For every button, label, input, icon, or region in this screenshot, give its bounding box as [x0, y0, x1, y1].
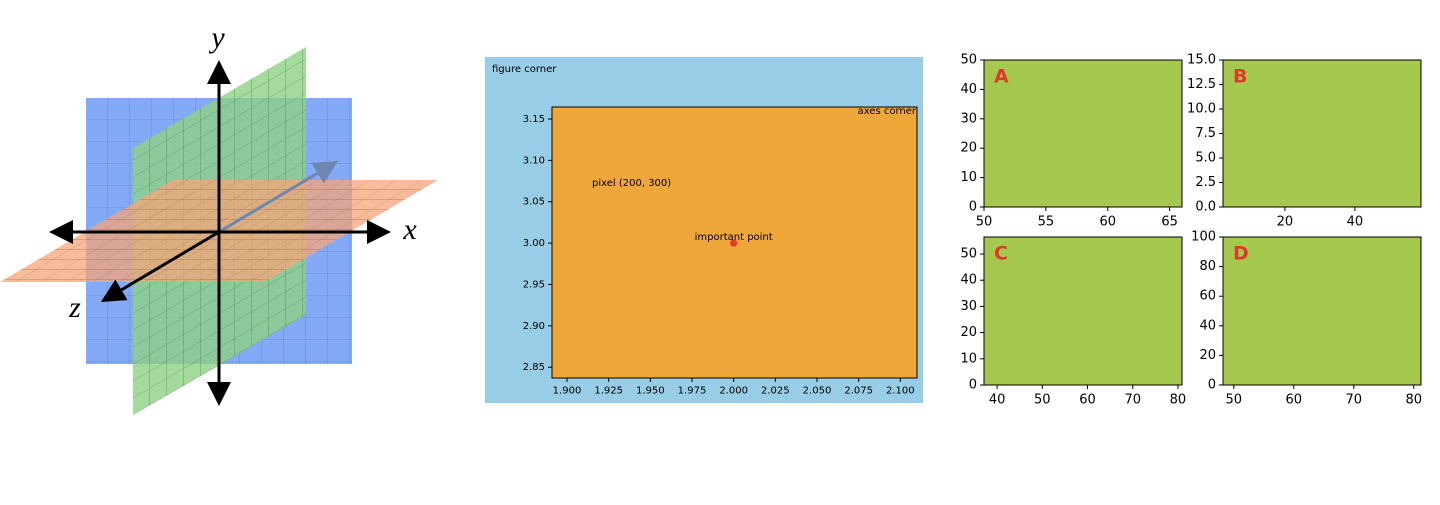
y-tick-label: 0 [1208, 378, 1216, 393]
y-tick-label: 0 [969, 378, 977, 393]
y-tick-label: 100 [1191, 230, 1216, 245]
x-tick-label: 70 [1124, 392, 1141, 407]
subplot-label: C [994, 243, 1008, 265]
point [730, 239, 738, 247]
y-tick-label: 30 [960, 111, 977, 126]
y-tick-label: 40 [960, 273, 977, 288]
x-tick-label: 1.925 [594, 386, 623, 397]
x-tick-label: 20 [1277, 214, 1294, 229]
x-tick-label: 60 [1099, 214, 1116, 229]
y-tick-label: 20 [960, 325, 977, 340]
x-tick-label: 2.000 [719, 386, 748, 397]
x-tick-label: 1.900 [553, 386, 582, 397]
axes-background [1222, 59, 1422, 208]
x-tick-label: 60 [1079, 392, 1096, 407]
y-tick-label: 80 [1199, 259, 1216, 274]
y-tick-label: 3.05 [523, 197, 545, 208]
y-tick-label: 2.90 [523, 321, 545, 332]
y-tick-label: 10 [960, 170, 977, 185]
x-tick-label: 60 [1286, 392, 1303, 407]
y-tick-label: 40 [1199, 318, 1216, 333]
x-tick-label: 2.050 [803, 386, 832, 397]
axes-diagram: y x z [0, 21, 438, 415]
x-tick-label: 50 [1034, 392, 1051, 407]
axis-label: y [208, 21, 225, 54]
x-tick-label: 65 [1161, 214, 1178, 229]
x-tick-label: 2.075 [844, 386, 873, 397]
y-tick-label: 2.85 [523, 362, 545, 373]
x-tick-label: 1.950 [636, 386, 665, 397]
x-tick-label: 70 [1346, 392, 1363, 407]
subplot-label: D [1233, 243, 1249, 265]
y-tick-label: 50 [960, 247, 977, 262]
x-tick-label: 40 [1347, 214, 1364, 229]
axes-background [983, 59, 1183, 208]
y-tick-label: 60 [1199, 289, 1216, 304]
x-tick-label: 1.975 [678, 386, 707, 397]
y-tick-label: 12.5 [1187, 77, 1216, 92]
axes-background [983, 236, 1183, 386]
y-tick-label: 10.0 [1187, 102, 1216, 117]
y-tick-label: 2.5 [1195, 175, 1216, 190]
x-tick-label: 2.100 [886, 386, 915, 397]
y-tick-label: 5.0 [1195, 151, 1216, 166]
axes-background [1222, 236, 1422, 386]
axis-label: x [402, 213, 417, 246]
y-tick-label: 20 [960, 141, 977, 156]
y-tick-label: 0.0 [1195, 200, 1216, 215]
x-tick-label: 50 [976, 214, 993, 229]
annotation: figure corner [492, 64, 557, 75]
x-tick-label: 80 [1170, 392, 1187, 407]
y-tick-label: 40 [960, 82, 977, 97]
y-tick-label: 20 [1199, 348, 1216, 363]
x-tick-label: 50 [1226, 392, 1243, 407]
x-tick-label: 2.025 [761, 386, 790, 397]
annotation: important point [695, 232, 773, 243]
x-tick-label: 55 [1038, 214, 1055, 229]
y-tick-label: 3.00 [523, 238, 545, 249]
y-tick-label: 7.5 [1195, 126, 1216, 141]
y-tick-label: 2.95 [523, 279, 545, 290]
subplot-label: B [1233, 66, 1247, 88]
subplot-label: A [994, 66, 1009, 88]
y-tick-label: 3.15 [523, 114, 545, 125]
y-tick-label: 50 [960, 53, 977, 68]
y-tick-label: 15.0 [1187, 53, 1216, 68]
annotation: pixel (200, 300) [592, 178, 671, 189]
annotation: axes corner [858, 106, 917, 117]
y-tick-label: 0 [969, 200, 977, 215]
axis-label: z [68, 291, 81, 324]
x-tick-label: 40 [989, 392, 1006, 407]
y-tick-label: 30 [960, 299, 977, 314]
y-tick-label: 10 [960, 351, 977, 366]
x-tick-label: 80 [1406, 392, 1423, 407]
y-tick-label: 3.10 [523, 155, 545, 166]
